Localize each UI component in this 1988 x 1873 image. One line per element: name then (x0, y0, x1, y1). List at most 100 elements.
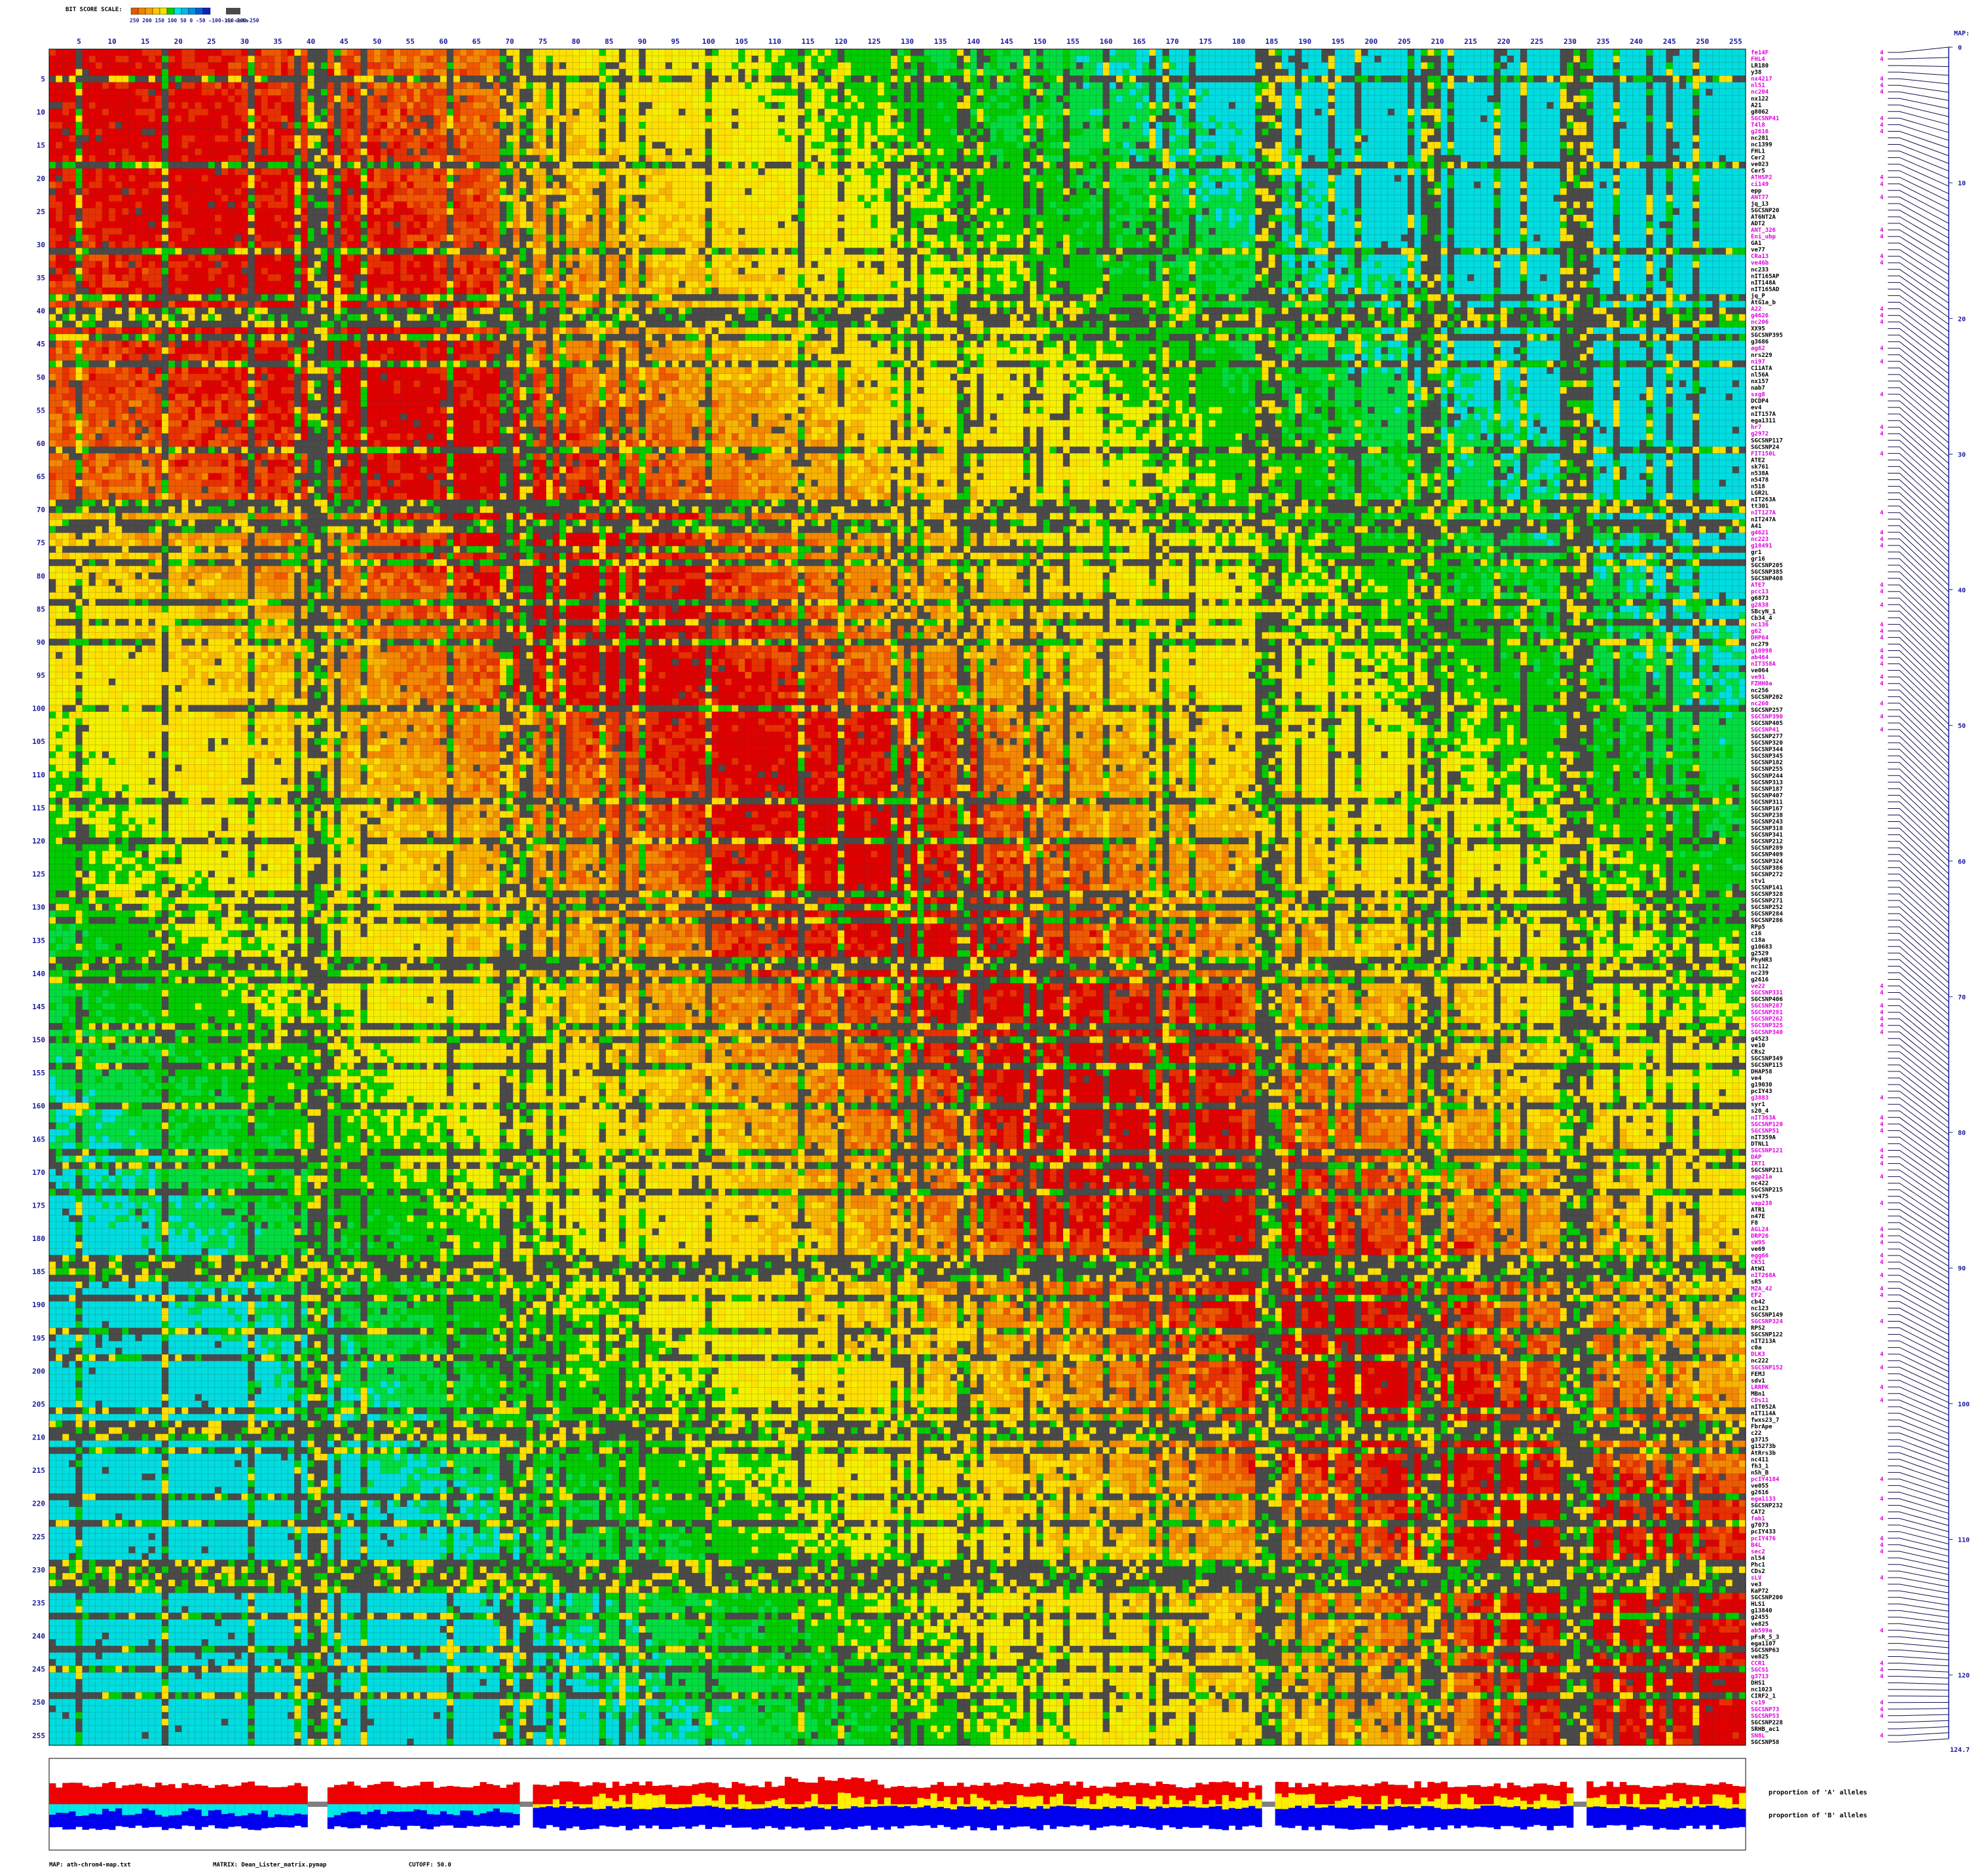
heatmap-cell (1554, 62, 1560, 69)
heatmap-cell (1195, 62, 1202, 69)
heatmap-cell (400, 69, 407, 75)
heatmap-cell (1163, 49, 1169, 56)
heatmap-cell (69, 49, 75, 56)
heatmap-cell (202, 56, 208, 62)
heatmap-cell (168, 69, 175, 75)
heatmap-cell (1295, 56, 1302, 62)
heatmap-cell (361, 62, 367, 69)
heatmap-cell (672, 49, 679, 56)
heatmap-cell (136, 75, 142, 82)
heatmap-cell (453, 56, 460, 62)
heatmap-cell (745, 62, 751, 69)
heatmap-cell (526, 69, 533, 75)
heatmap-cell (606, 69, 612, 75)
heatmap-cell (1335, 69, 1341, 75)
heatmap-cell (75, 75, 82, 82)
heatmap-cell (1520, 56, 1527, 62)
heatmap-cell (1533, 49, 1540, 56)
heatmap-cell (1282, 56, 1288, 62)
heatmap-cell (931, 62, 937, 69)
heatmap-cell (632, 69, 639, 75)
heatmap-cell (394, 56, 400, 62)
heatmap-cell (62, 49, 69, 56)
heatmap-cell (1533, 62, 1540, 69)
heatmap-cell (1507, 56, 1514, 62)
heatmap-cell (818, 56, 825, 62)
heatmap-cell (831, 62, 838, 69)
heatmap-cell (593, 69, 599, 75)
heatmap-cell (1613, 49, 1620, 56)
heatmap-cell (1666, 62, 1673, 69)
heatmap-cell (871, 49, 878, 56)
heatmap-cell (115, 56, 122, 62)
heatmap-cell (413, 62, 420, 69)
heatmap-cell (778, 62, 785, 69)
heatmap-cell (1216, 49, 1222, 56)
heatmap-cell (1593, 49, 1600, 56)
heatmap-cell (772, 56, 778, 62)
heatmap-cell (1116, 69, 1123, 75)
heatmap-cell (1335, 62, 1341, 69)
heatmap-cell (500, 62, 506, 69)
heatmap-cell (732, 62, 738, 69)
heatmap-cell (128, 56, 135, 62)
heatmap-cell (453, 62, 460, 69)
heatmap-cell (745, 49, 751, 56)
heatmap-cell (261, 62, 268, 69)
heatmap-cell (1487, 49, 1493, 56)
heatmap-cell (221, 69, 228, 75)
heatmap-cell (878, 56, 884, 62)
heatmap-cell (188, 62, 195, 69)
heatmap-cell (1189, 49, 1195, 56)
heatmap-cell (1733, 62, 1739, 69)
heatmap-cell (679, 62, 685, 69)
heatmap-cell (1229, 49, 1235, 56)
heatmap-cell (579, 56, 586, 62)
heatmap-cell (1222, 62, 1229, 69)
heatmap-cell (811, 56, 817, 62)
heatmap-cell (1527, 62, 1533, 69)
heatmap-cell (1573, 69, 1580, 75)
heatmap-cell (1474, 69, 1480, 75)
heatmap-cell (281, 75, 288, 82)
heatmap-cell (261, 75, 268, 82)
heatmap-cell (612, 69, 619, 75)
heatmap-cell (738, 69, 745, 75)
heatmap-cell (1169, 49, 1176, 56)
heatmap-cell (334, 56, 341, 62)
heatmap-cell (1103, 62, 1110, 69)
heatmap-cell (712, 62, 719, 69)
heatmap-cell (1043, 69, 1050, 75)
heatmap-cell (778, 49, 785, 56)
heatmap-cell (910, 49, 917, 56)
heatmap-cell (109, 75, 115, 82)
heatmap-cell (1600, 62, 1606, 69)
heatmap-cell (288, 49, 294, 56)
heatmap-cell (1733, 49, 1739, 56)
heatmap-cell (413, 49, 420, 56)
heatmap-cell (1368, 56, 1374, 62)
heatmap-cell (1659, 69, 1666, 75)
heatmap-cell (937, 62, 944, 69)
heatmap-cell (347, 69, 354, 75)
heatmap-cell (1235, 69, 1242, 75)
heatmap-cell (738, 56, 745, 62)
heatmap-cell (586, 56, 592, 62)
heatmap-cell (1136, 62, 1142, 69)
heatmap-cell (301, 69, 307, 75)
heatmap-cell (1593, 56, 1600, 62)
heatmap-cell (181, 49, 188, 56)
heatmap-cell (1156, 62, 1163, 69)
heatmap-cell (765, 56, 772, 62)
heatmap-cell (56, 62, 62, 69)
heatmap-cell (546, 49, 553, 56)
heatmap-cell (619, 49, 626, 56)
heatmap-cell (1739, 69, 1746, 75)
heatmap-cell (1653, 69, 1659, 75)
heatmap-cell (136, 62, 142, 69)
heatmap-cell (917, 62, 924, 69)
heatmap-cell (421, 69, 427, 75)
heatmap-cell (1262, 62, 1268, 69)
heatmap-cell (513, 49, 519, 56)
heatmap-cell (977, 62, 983, 69)
